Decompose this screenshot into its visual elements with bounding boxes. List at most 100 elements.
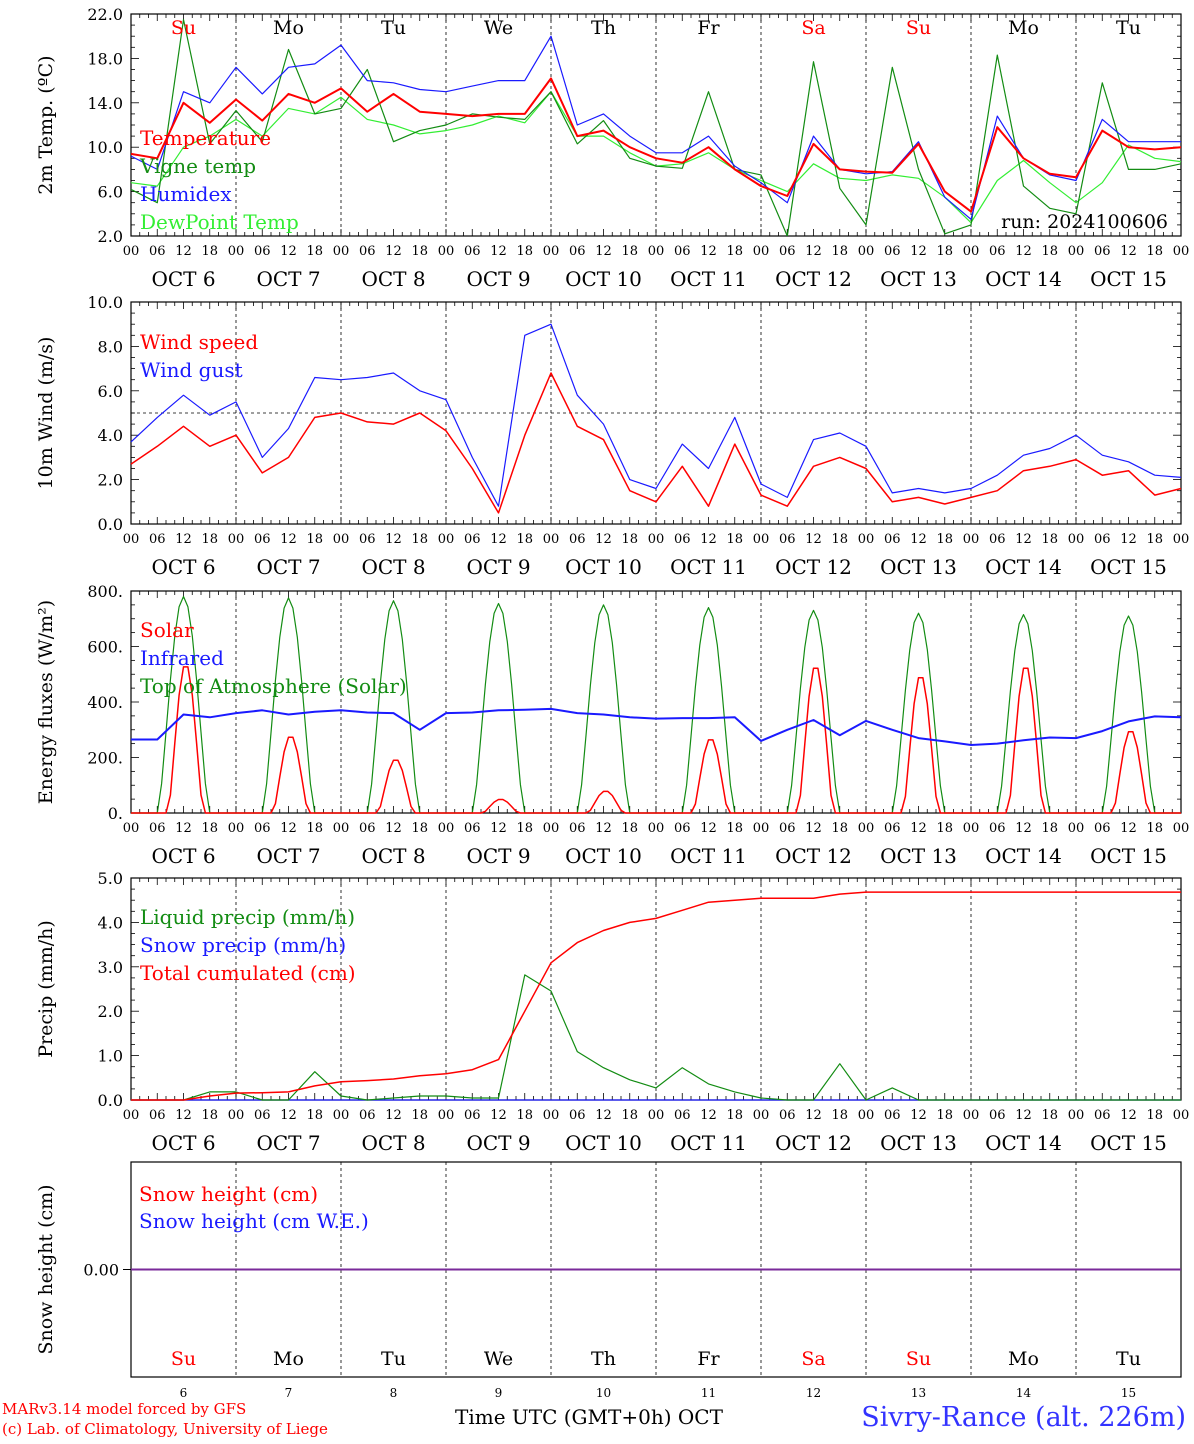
date-label: OCT 11 xyxy=(670,555,747,579)
hour-label: 18 xyxy=(621,244,638,259)
hour-label: 18 xyxy=(516,532,533,547)
hour-label: 12 xyxy=(385,821,402,836)
hour-label: 00 xyxy=(1068,821,1085,836)
weekday-label: Su xyxy=(171,1348,196,1370)
date-label: OCT 13 xyxy=(880,555,957,579)
hour-label: 06 xyxy=(464,532,481,547)
hour-label: 12 xyxy=(805,821,822,836)
weekday-label: Th xyxy=(591,17,616,39)
y-axis-label: 2m Temp. (ºC) xyxy=(35,55,57,194)
date-label: OCT 12 xyxy=(775,844,852,868)
y-tick-label: 600. xyxy=(87,638,123,657)
y-tick-label: 22.0 xyxy=(87,5,123,24)
hour-label: 06 xyxy=(989,1108,1006,1123)
hour-label: 18 xyxy=(1146,532,1163,547)
hour-label: 00 xyxy=(963,244,980,259)
panel-1 xyxy=(130,13,1182,237)
hour-label: 06 xyxy=(254,244,271,259)
hour-label: 12 xyxy=(1015,821,1032,836)
hour-label: 00 xyxy=(333,532,350,547)
hour-label: 06 xyxy=(1094,532,1111,547)
y-tick-label: 10.0 xyxy=(87,138,123,157)
hour-label: 06 xyxy=(674,532,691,547)
hour-label: 18 xyxy=(516,1108,533,1123)
date-label: OCT 11 xyxy=(670,267,747,291)
hour-label: 18 xyxy=(411,244,428,259)
hour-label: 00 xyxy=(1173,244,1190,259)
hour-label: 12 xyxy=(910,532,927,547)
hour-label: 06 xyxy=(149,532,166,547)
hour-label: 18 xyxy=(306,1108,323,1123)
hour-label: 00 xyxy=(753,821,770,836)
hour-label: 18 xyxy=(936,532,953,547)
hour-label: 00 xyxy=(1068,1108,1085,1123)
hour-label: 06 xyxy=(149,244,166,259)
hour-label: 00 xyxy=(228,244,245,259)
hour-label: 12 xyxy=(490,532,507,547)
hour-label: 06 xyxy=(674,244,691,259)
hour-label: 18 xyxy=(936,244,953,259)
date-label: OCT 10 xyxy=(565,844,642,868)
hour-label: 00 xyxy=(648,821,665,836)
date-label: OCT 14 xyxy=(985,844,1062,868)
hour-label: 00 xyxy=(1173,1108,1190,1123)
hour-label: 00 xyxy=(753,244,770,259)
y-tick-label: 0.0 xyxy=(98,515,123,534)
hour-label: 06 xyxy=(359,1108,376,1123)
y-tick-label: 3.0 xyxy=(98,958,123,977)
hour-label: 06 xyxy=(989,821,1006,836)
hour-label: 06 xyxy=(884,821,901,836)
date-label: OCT 7 xyxy=(256,555,320,579)
hour-label: 00 xyxy=(963,821,980,836)
series-vigne-temp xyxy=(131,19,1181,236)
weekday-label: Mo xyxy=(1008,17,1039,39)
hour-label: 06 xyxy=(884,1108,901,1123)
hour-label: 12 xyxy=(805,1108,822,1123)
hour-label: 00 xyxy=(438,244,455,259)
hour-label: 00 xyxy=(753,532,770,547)
hour-label: 18 xyxy=(1041,821,1058,836)
hour-label: 00 xyxy=(963,1108,980,1123)
hour-label: 00 xyxy=(858,1108,875,1123)
weekday-label: Tu xyxy=(381,1348,406,1370)
legend-entry: Temperature xyxy=(140,126,271,150)
weekday-label: Th xyxy=(591,1348,616,1370)
hour-label: 00 xyxy=(228,532,245,547)
y-tick-label: 2.0 xyxy=(98,227,123,246)
hour-label: 00 xyxy=(858,821,875,836)
date-label: OCT 10 xyxy=(565,267,642,291)
hour-label: 18 xyxy=(831,532,848,547)
hour-label: 06 xyxy=(359,532,376,547)
hour-label: 12 xyxy=(280,1108,297,1123)
hour-label: 12 xyxy=(385,244,402,259)
date-label: OCT 11 xyxy=(670,844,747,868)
hour-label: 12 xyxy=(385,1108,402,1123)
y-tick-label: 6.0 xyxy=(98,183,123,202)
x-axis-title: Time UTC (GMT+0h) OCT xyxy=(455,1405,723,1429)
hour-label: 18 xyxy=(201,532,218,547)
date-label: OCT 8 xyxy=(361,555,425,579)
date-label: OCT 14 xyxy=(985,555,1062,579)
hour-label: 18 xyxy=(1146,1108,1163,1123)
hour-label: 12 xyxy=(700,821,717,836)
weekday-label: Tu xyxy=(1116,17,1141,39)
legend-entry: DewPoint Temp xyxy=(140,210,299,234)
hour-label: 12 xyxy=(280,821,297,836)
hour-label: 12 xyxy=(490,244,507,259)
date-label: OCT 7 xyxy=(256,267,320,291)
hour-label: 18 xyxy=(726,244,743,259)
hour-label: 12 xyxy=(910,1108,927,1123)
date-label: OCT 15 xyxy=(1090,555,1167,579)
weekday-label: Tu xyxy=(381,17,406,39)
weekday-label: Sa xyxy=(801,1348,825,1370)
hour-label: 00 xyxy=(333,244,350,259)
hour-label: 00 xyxy=(228,1108,245,1123)
date-label: OCT 12 xyxy=(775,267,852,291)
series-liquid-precip xyxy=(131,974,1181,1101)
hour-label: 18 xyxy=(936,1108,953,1123)
hour-label: 06 xyxy=(359,244,376,259)
hour-label: 00 xyxy=(438,532,455,547)
hour-label: 00 xyxy=(123,532,140,547)
